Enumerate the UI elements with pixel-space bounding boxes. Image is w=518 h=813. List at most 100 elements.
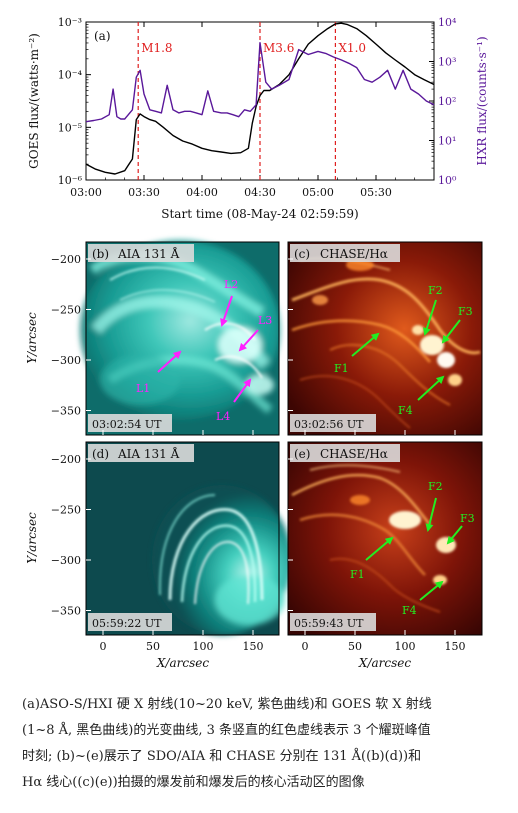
image-d-title-box bbox=[88, 444, 194, 462]
image-xlabel-left: X/arcsec bbox=[156, 656, 209, 670]
left-tick-label: 10⁻⁵ bbox=[58, 121, 82, 134]
image-c-tag: (c) bbox=[294, 247, 310, 261]
right-axis-label: HXR flux/(counts·s⁻¹) bbox=[475, 36, 489, 165]
image-d-timestamp: 05:59:22 UT bbox=[92, 617, 162, 630]
f3-label-c: F3 bbox=[458, 305, 473, 318]
image-b-timestamp: 03:02:54 UT bbox=[92, 418, 162, 431]
image-xlabel-right: X/arcsec bbox=[358, 656, 411, 670]
image-b-time-box bbox=[88, 414, 172, 432]
image-b-frame bbox=[85, 241, 280, 436]
caption-line-3: 时刻; (b)~(e)展示了 SDO/AIA 和 CHASE 分别在 131 Å… bbox=[22, 749, 422, 764]
left-tick-label: 10⁻⁶ bbox=[58, 174, 83, 187]
l3-label: L3 bbox=[258, 314, 272, 327]
image-y-ticks: −200 −250 −300 −350 −200 −250 −300 −350 bbox=[51, 253, 293, 618]
image-d-time-box bbox=[88, 613, 172, 631]
image-e-title-box bbox=[290, 444, 400, 462]
image-y-tick-label: −350 bbox=[51, 605, 81, 618]
goes-line bbox=[85, 22, 435, 175]
image-ylabel-top: Y/arcsec bbox=[25, 312, 39, 364]
image-d-title: AIA 131 Å bbox=[117, 446, 180, 461]
image-panel-b: L1 L2 L3 L4 (b) AIA 131 Å 03:02:54 UT bbox=[80, 240, 280, 436]
f3-label-e: F3 bbox=[460, 512, 475, 525]
l4-arrow bbox=[233, 378, 252, 403]
image-c-timestamp: 03:02:56 UT bbox=[294, 418, 364, 431]
l2-label: L2 bbox=[224, 278, 238, 291]
f2-arrow-c bbox=[423, 299, 437, 336]
image-x-tick-label: 0 bbox=[100, 640, 107, 653]
left-tick-label: 10⁻³ bbox=[58, 16, 82, 29]
image-x-tick-label: 150 bbox=[243, 640, 264, 653]
f1-arrow-c bbox=[351, 332, 380, 357]
image-b-title: AIA 131 Å bbox=[117, 246, 180, 261]
image-x-tick-label: 100 bbox=[395, 640, 416, 653]
f1-arrow-e bbox=[365, 536, 394, 561]
left-axis-ticks: 10⁻⁶ 10⁻⁵ 10⁻⁴ 10⁻³ bbox=[58, 16, 91, 187]
right-axis-ticks: 10⁰ 10¹ 10² 10³ 10⁴ bbox=[429, 16, 457, 187]
right-tick-label: 10³ bbox=[438, 56, 456, 69]
image-y-tick-label: −200 bbox=[51, 253, 81, 266]
f1-label-c: F1 bbox=[334, 362, 349, 375]
time-tick-label: 05:30 bbox=[360, 186, 392, 199]
image-b-tag: (b) bbox=[92, 247, 109, 261]
image-d-tag: (d) bbox=[92, 447, 109, 461]
f3-arrow-e bbox=[446, 525, 463, 545]
f4-arrow-e bbox=[419, 580, 444, 601]
l2-arrow bbox=[220, 295, 233, 327]
figure-caption: (a)ASO-S/HXI 硬 X 射线(10~20 keV, 紫色曲线)和 GO… bbox=[22, 692, 500, 796]
panel-a-tag: (a) bbox=[94, 29, 111, 43]
image-e-time-box bbox=[290, 613, 376, 631]
f4-label-e: F4 bbox=[402, 604, 417, 617]
f1-label-e: F1 bbox=[350, 568, 365, 581]
time-tick-label: 03:00 bbox=[70, 186, 102, 199]
f4-arrow-c bbox=[417, 375, 445, 401]
image-panel-d: (d) AIA 131 Å 05:59:22 UT bbox=[85, 441, 292, 636]
image-y-tick-label: −200 bbox=[51, 453, 81, 466]
series-lines bbox=[85, 22, 435, 175]
image-x-ticks: 0 50 100 150 0 50 100 150 bbox=[100, 430, 466, 653]
l1-label: L1 bbox=[136, 382, 150, 395]
caption-line-4: Hα 线心((c)(e))拍摄的爆发前和爆发后的核心活动区的图像 bbox=[22, 775, 365, 790]
peak-markers: M1.8 M3.6 X1.0 bbox=[137, 22, 366, 180]
image-ylabel-bottom: Y/arcsec bbox=[25, 512, 39, 564]
caption-line-1: (a)ASO-S/HXI 硬 X 射线(10~20 keV, 紫色曲线)和 GO… bbox=[22, 697, 432, 712]
image-c-time-box bbox=[290, 414, 376, 432]
image-e-title: CHASE/Hα bbox=[320, 447, 388, 461]
time-tick-label: 03:30 bbox=[128, 186, 160, 199]
caption-line-2: (1~8 Å, 黑色曲线)的光变曲线, 3 条竖直的红色虚线表示 3 个耀斑峰值 bbox=[22, 723, 431, 738]
image-c-title: CHASE/Hα bbox=[320, 247, 388, 261]
time-tick-label: 04:30 bbox=[244, 186, 276, 199]
image-c-title-box bbox=[290, 244, 400, 262]
peak-label: X1.0 bbox=[338, 41, 366, 55]
image-e-frame bbox=[287, 441, 483, 636]
image-b-emission bbox=[80, 240, 280, 420]
image-y-tick-label: −350 bbox=[51, 405, 81, 418]
image-b-title-box bbox=[88, 244, 194, 262]
image-d-postflare-loops bbox=[158, 494, 264, 605]
image-panel-e: F1 F2 F3 F4 (e) CHASE/Hα 05:59:43 UT bbox=[287, 441, 483, 636]
image-x-tick-label: 100 bbox=[193, 640, 214, 653]
left-tick-label: 10⁻⁴ bbox=[58, 69, 83, 82]
image-y-tick-label: −250 bbox=[51, 504, 81, 517]
time-axis-ticks: 03:00 03:30 04:00 04:30 05:00 05:30 bbox=[70, 22, 416, 199]
hxr-line bbox=[85, 42, 435, 123]
time-tick-label: 05:00 bbox=[302, 186, 334, 199]
l4-label: L4 bbox=[216, 410, 230, 423]
f2-label-e: F2 bbox=[428, 480, 443, 493]
right-tick-label: 10¹ bbox=[438, 135, 456, 148]
image-c-frame bbox=[287, 241, 483, 436]
time-tick-label: 04:00 bbox=[186, 186, 218, 199]
image-x-tick-label: 150 bbox=[445, 640, 466, 653]
image-x-tick-label: 50 bbox=[146, 640, 160, 653]
image-x-tick-label: 0 bbox=[302, 640, 309, 653]
image-e-tag: (e) bbox=[294, 447, 310, 461]
f3-arrow-c bbox=[441, 319, 461, 344]
peak-label: M3.6 bbox=[263, 41, 294, 55]
image-c-filaments bbox=[291, 257, 481, 429]
l3-arrow bbox=[238, 329, 259, 352]
f4-label-c: F4 bbox=[398, 404, 413, 417]
l1-arrow bbox=[157, 350, 182, 373]
f2-label-c: F2 bbox=[428, 284, 443, 297]
image-x-tick-label: 50 bbox=[348, 640, 362, 653]
